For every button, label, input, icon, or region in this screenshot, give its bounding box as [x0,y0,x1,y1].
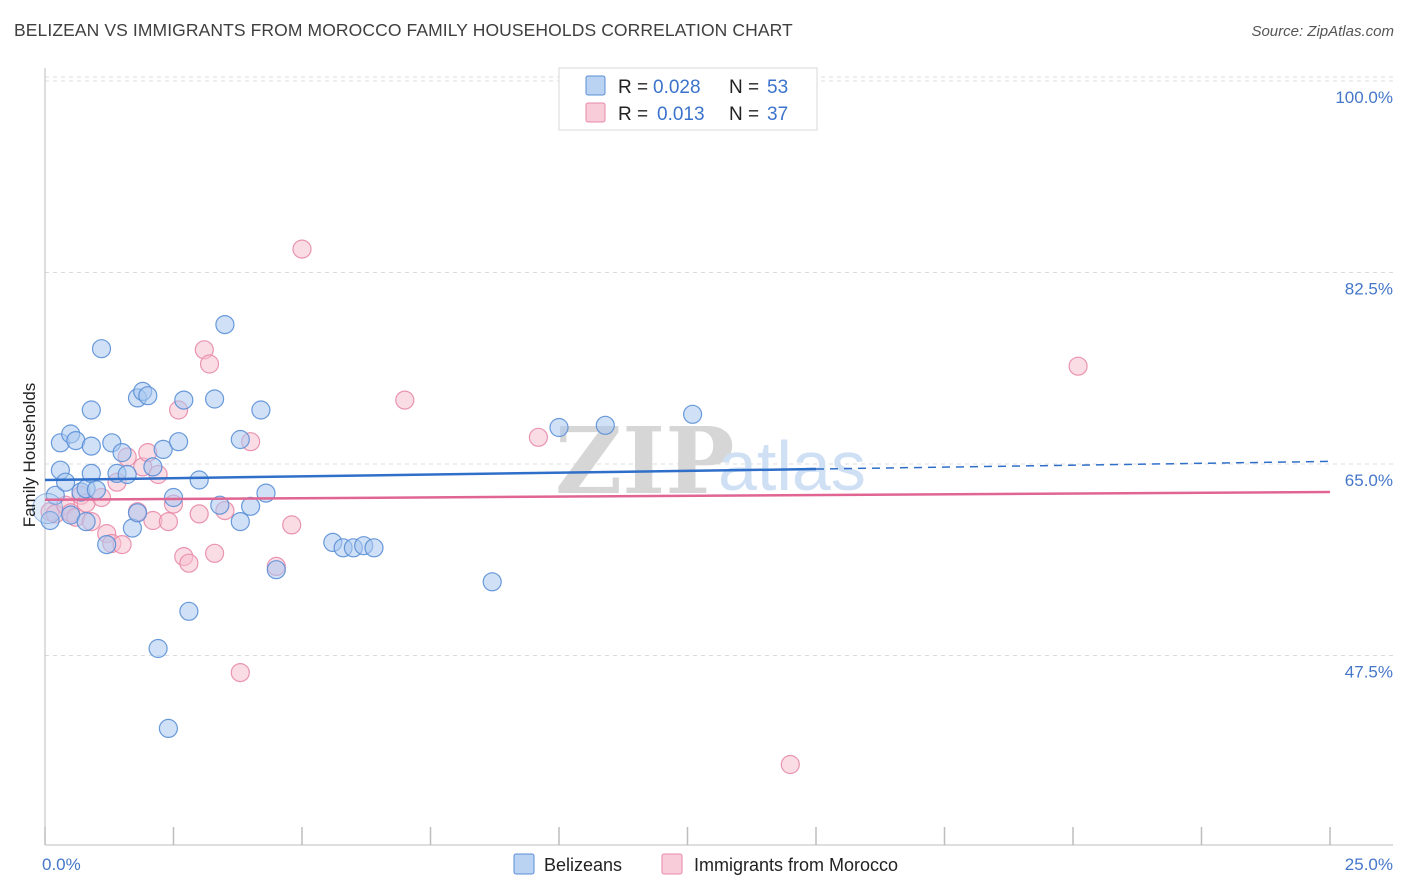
trend-lines [44,460,1331,501]
legend-r-label-blue: R = [618,77,648,98]
belizeans-point-43 [266,560,286,580]
belizeans-point-25 [138,386,158,406]
y-tick-label-0: 47.5% [1345,663,1393,682]
belizeans-point-22 [127,503,148,523]
belizeans-point-35 [205,389,225,409]
legend-n-value-pink: 37 [767,104,788,125]
belizeans-point-10 [76,511,96,532]
x-tick-label-left: 0.0% [42,855,81,874]
belizeans-point-51 [595,415,615,435]
legend-swatch-pink [585,102,606,123]
belizeans-point-38 [230,429,250,450]
belizeans-point-16 [97,534,117,555]
legend-r-value-blue: 0.028 [653,77,701,98]
bottom-legend-swatch-blue [513,853,535,875]
morocco-point-35 [528,427,549,447]
y-tick-labels: 47.5% 65.0% 82.5% 100.0% [1335,88,1393,682]
chart-title: BELIZEAN VS IMMIGRANTS FROM MOROCCO FAMI… [14,20,793,40]
bottom-legend-label-blue: Belizeans [544,855,622,875]
belizeans-point-15 [91,339,112,359]
x-tick-label-right: 25.0% [1345,855,1393,874]
belizeans-point-4 [55,472,76,492]
belizeans-point-41 [251,400,271,420]
belizeans-point-32 [174,390,194,410]
gridlines [45,76,1393,656]
morocco-point-19 [158,511,178,532]
belizeans-point-26 [143,457,163,477]
belizeans-point-30 [163,487,184,508]
chart-source: Source: ZipAtlas.com [1251,23,1394,40]
belizeans-point-20 [117,464,137,485]
belizeans-point-52 [682,404,703,424]
watermark-zip: ZIP [555,407,734,515]
belizeans-point-31 [169,432,189,452]
belizeans-point-0 [40,510,60,531]
legend-swatch-blue [585,75,606,96]
morocco-point-26 [199,354,220,374]
series-belizeans-points [32,315,703,739]
axes [44,68,1393,846]
morocco-point-27 [205,543,225,563]
belizeans-point-34 [189,470,209,490]
belizeans-point-39 [230,511,250,532]
belizeans-trend-line [44,467,817,482]
belizeans-point-27 [148,638,168,659]
y-tick-label-2: 82.5% [1345,280,1393,299]
legend-n-value-blue: 53 [767,77,788,98]
legend-n-label-blue: N = [729,77,759,98]
morocco-trend-line [44,490,1331,501]
morocco-point-37 [1068,356,1088,376]
morocco-point-33 [292,239,312,259]
y-tick-label-1: 65.0% [1345,471,1393,490]
morocco-point-23 [179,553,199,573]
legend-r-label-pink: R = [618,104,648,125]
belizeans-point-11 [81,400,101,420]
bottom-legend: Belizeans Immigrants from Morocco [513,853,898,875]
morocco-point-29 [230,662,250,683]
bottom-legend-label-pink: Immigrants from Morocco [694,855,898,875]
belizeans-point-14 [86,480,107,500]
belizeans-trend-extension [815,460,1331,470]
legend-n-label-pink: N = [729,104,759,125]
belizeans-point-49 [482,572,502,592]
y-tick-label-3: 100.0% [1335,88,1393,107]
belizeans-point-50 [549,417,569,438]
morocco-point-24 [189,504,209,524]
belizeans-point-19 [112,443,132,463]
belizeans-point-28 [153,439,173,459]
top-legend: R = 0.028 N = 53 R = 0.013 N = 37 [558,67,818,131]
belizeans-point-48 [364,538,384,558]
watermark-atlas: atlas [718,427,866,505]
belizeans-point-33 [179,601,199,621]
bottom-legend-swatch-pink [661,853,683,875]
y-axis-label: Family Households [20,383,39,528]
morocco-point-36 [780,754,800,775]
belizeans-point-cluster [32,492,64,524]
belizeans-point-40 [241,496,261,516]
belizeans-point-13 [81,436,101,456]
morocco-point-32 [282,515,302,535]
belizeans-point-36 [210,495,230,515]
legend-r-value-pink: 0.013 [657,104,705,125]
belizeans-point-37 [215,315,235,335]
belizeans-point-29 [158,718,178,739]
morocco-point-34 [395,390,415,410]
